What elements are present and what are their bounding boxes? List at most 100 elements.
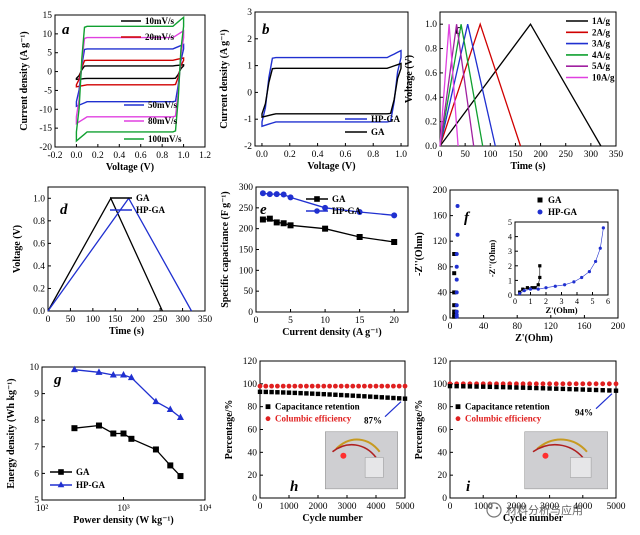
device-photo: [524, 431, 608, 490]
square-marker: [454, 383, 459, 389]
x-axis-label: Current density (A g⁻¹): [282, 327, 381, 338]
square-marker: [281, 390, 286, 395]
square-marker: [540, 386, 546, 391]
square-marker: [167, 462, 174, 469]
y-tick-label: 80: [248, 403, 258, 413]
circle-marker: [344, 383, 350, 389]
x-tick-label: 3000: [540, 502, 559, 512]
x-tick-label: 0: [448, 502, 453, 512]
circle-marker: [580, 381, 586, 387]
x-tick-label: 0.6: [339, 150, 351, 160]
y-tick-label: 3: [508, 247, 512, 256]
plot-frame: [449, 189, 619, 319]
cv-curve: [75, 57, 185, 88]
circle-marker: [327, 383, 332, 389]
square-marker: [286, 390, 292, 395]
x-tick-label: 80: [512, 322, 522, 332]
panel-h: 0 1000 2000 3000 4000 5000 0 20 40 60 80 100 120 Cycl…: [224, 357, 415, 524]
plot-frame: [254, 11, 409, 147]
y-tick-label: 0: [442, 494, 447, 504]
inset-bg: [515, 222, 608, 295]
x-tick-label: 3000: [338, 502, 357, 512]
x-tick-label: 0.0: [256, 150, 268, 160]
wechat-eye: [495, 506, 499, 510]
y-tick-label: 0.8: [425, 45, 437, 55]
square-marker: [530, 286, 534, 290]
circle-marker: [560, 381, 566, 387]
triangle-marker: [120, 370, 127, 378]
retention-annotation: 94%: [575, 408, 593, 418]
square-marker: [452, 309, 457, 314]
circle-marker: [598, 246, 602, 250]
legend-label: GA: [76, 467, 90, 477]
circle-marker: [315, 383, 321, 389]
y-tick-label: 0: [248, 308, 253, 318]
y-tick-label: 120: [433, 357, 448, 367]
square-marker: [95, 422, 102, 429]
circle-marker: [314, 208, 320, 214]
led-icon: [542, 452, 549, 459]
x-tick-label: 200: [533, 150, 548, 160]
x-axis-label: Voltage (V): [106, 162, 154, 173]
panel-letter: a: [62, 22, 70, 38]
y-tick-label: -20: [39, 143, 52, 153]
x-tick-label: 150: [508, 150, 523, 160]
circle-marker: [367, 383, 373, 389]
circle-marker: [266, 191, 273, 198]
y-tick-label: 200: [433, 186, 448, 196]
cv-curve: [75, 15, 185, 143]
legend-label: Capacitance retention: [465, 402, 550, 412]
legend-label: GA: [371, 127, 385, 137]
device-photo: [325, 431, 398, 490]
square-marker: [287, 222, 294, 229]
square-marker: [533, 286, 537, 290]
panel-letter: b: [262, 22, 270, 38]
square-marker: [368, 394, 373, 399]
y-axis-label: Current density (A g⁻¹): [19, 31, 30, 130]
square-marker: [500, 384, 506, 390]
square-marker: [391, 239, 398, 245]
square-marker: [455, 404, 461, 410]
panel-g: 10² 10³ 10⁴ 5 6 7 8 9 10 Power density (W kg⁻¹) En…: [6, 363, 212, 526]
circle-marker: [292, 383, 298, 389]
panel-f: 0 40 80 120 160 20004080120160200Z'(Ohm)-Z''(…: [414, 186, 625, 344]
legend-label: Columbic efficiency: [465, 414, 542, 424]
circle-marker: [391, 383, 396, 389]
circle-marker: [379, 383, 385, 389]
x-tick-label: 5: [288, 316, 293, 326]
y-tick-label: 150: [239, 246, 254, 256]
square-marker: [481, 384, 486, 389]
y-axis-label: Voltage (V): [12, 225, 23, 273]
x-tick-label: 300: [175, 315, 190, 325]
y-axis-label: Percentage/%: [414, 400, 425, 460]
series-line: [74, 369, 181, 419]
square-marker: [538, 275, 542, 280]
y-tick-label: 5: [508, 218, 512, 227]
legend-label: 1A/g: [592, 16, 611, 26]
circle-marker: [309, 383, 315, 389]
y-tick-label: 250: [239, 204, 254, 214]
panel-letter: c: [455, 22, 462, 38]
y-tick-label: -15: [39, 124, 52, 134]
circle-marker: [373, 383, 379, 389]
circle-marker: [537, 209, 543, 215]
led-icon: [340, 452, 347, 459]
x-tick-label: 50: [460, 150, 470, 160]
x-tick-label: 10⁴: [199, 504, 213, 514]
circle-marker: [280, 383, 286, 389]
y-tick-label: 8: [34, 416, 39, 426]
x-tick-label: 1.0: [178, 151, 190, 161]
plot-frame: [47, 186, 206, 312]
square-marker: [402, 396, 408, 401]
legend-label: Columbic efficiency: [275, 414, 352, 424]
square-marker: [447, 383, 453, 389]
x-tick-label: 10: [320, 316, 330, 326]
circle-marker: [518, 291, 522, 296]
x-axis-label: Time (s): [510, 161, 545, 172]
circle-marker: [553, 381, 559, 387]
panel-letter: g: [53, 372, 62, 388]
cv-curve: [261, 49, 402, 128]
y-tick-label: 1: [247, 62, 252, 72]
square-marker: [560, 386, 566, 392]
